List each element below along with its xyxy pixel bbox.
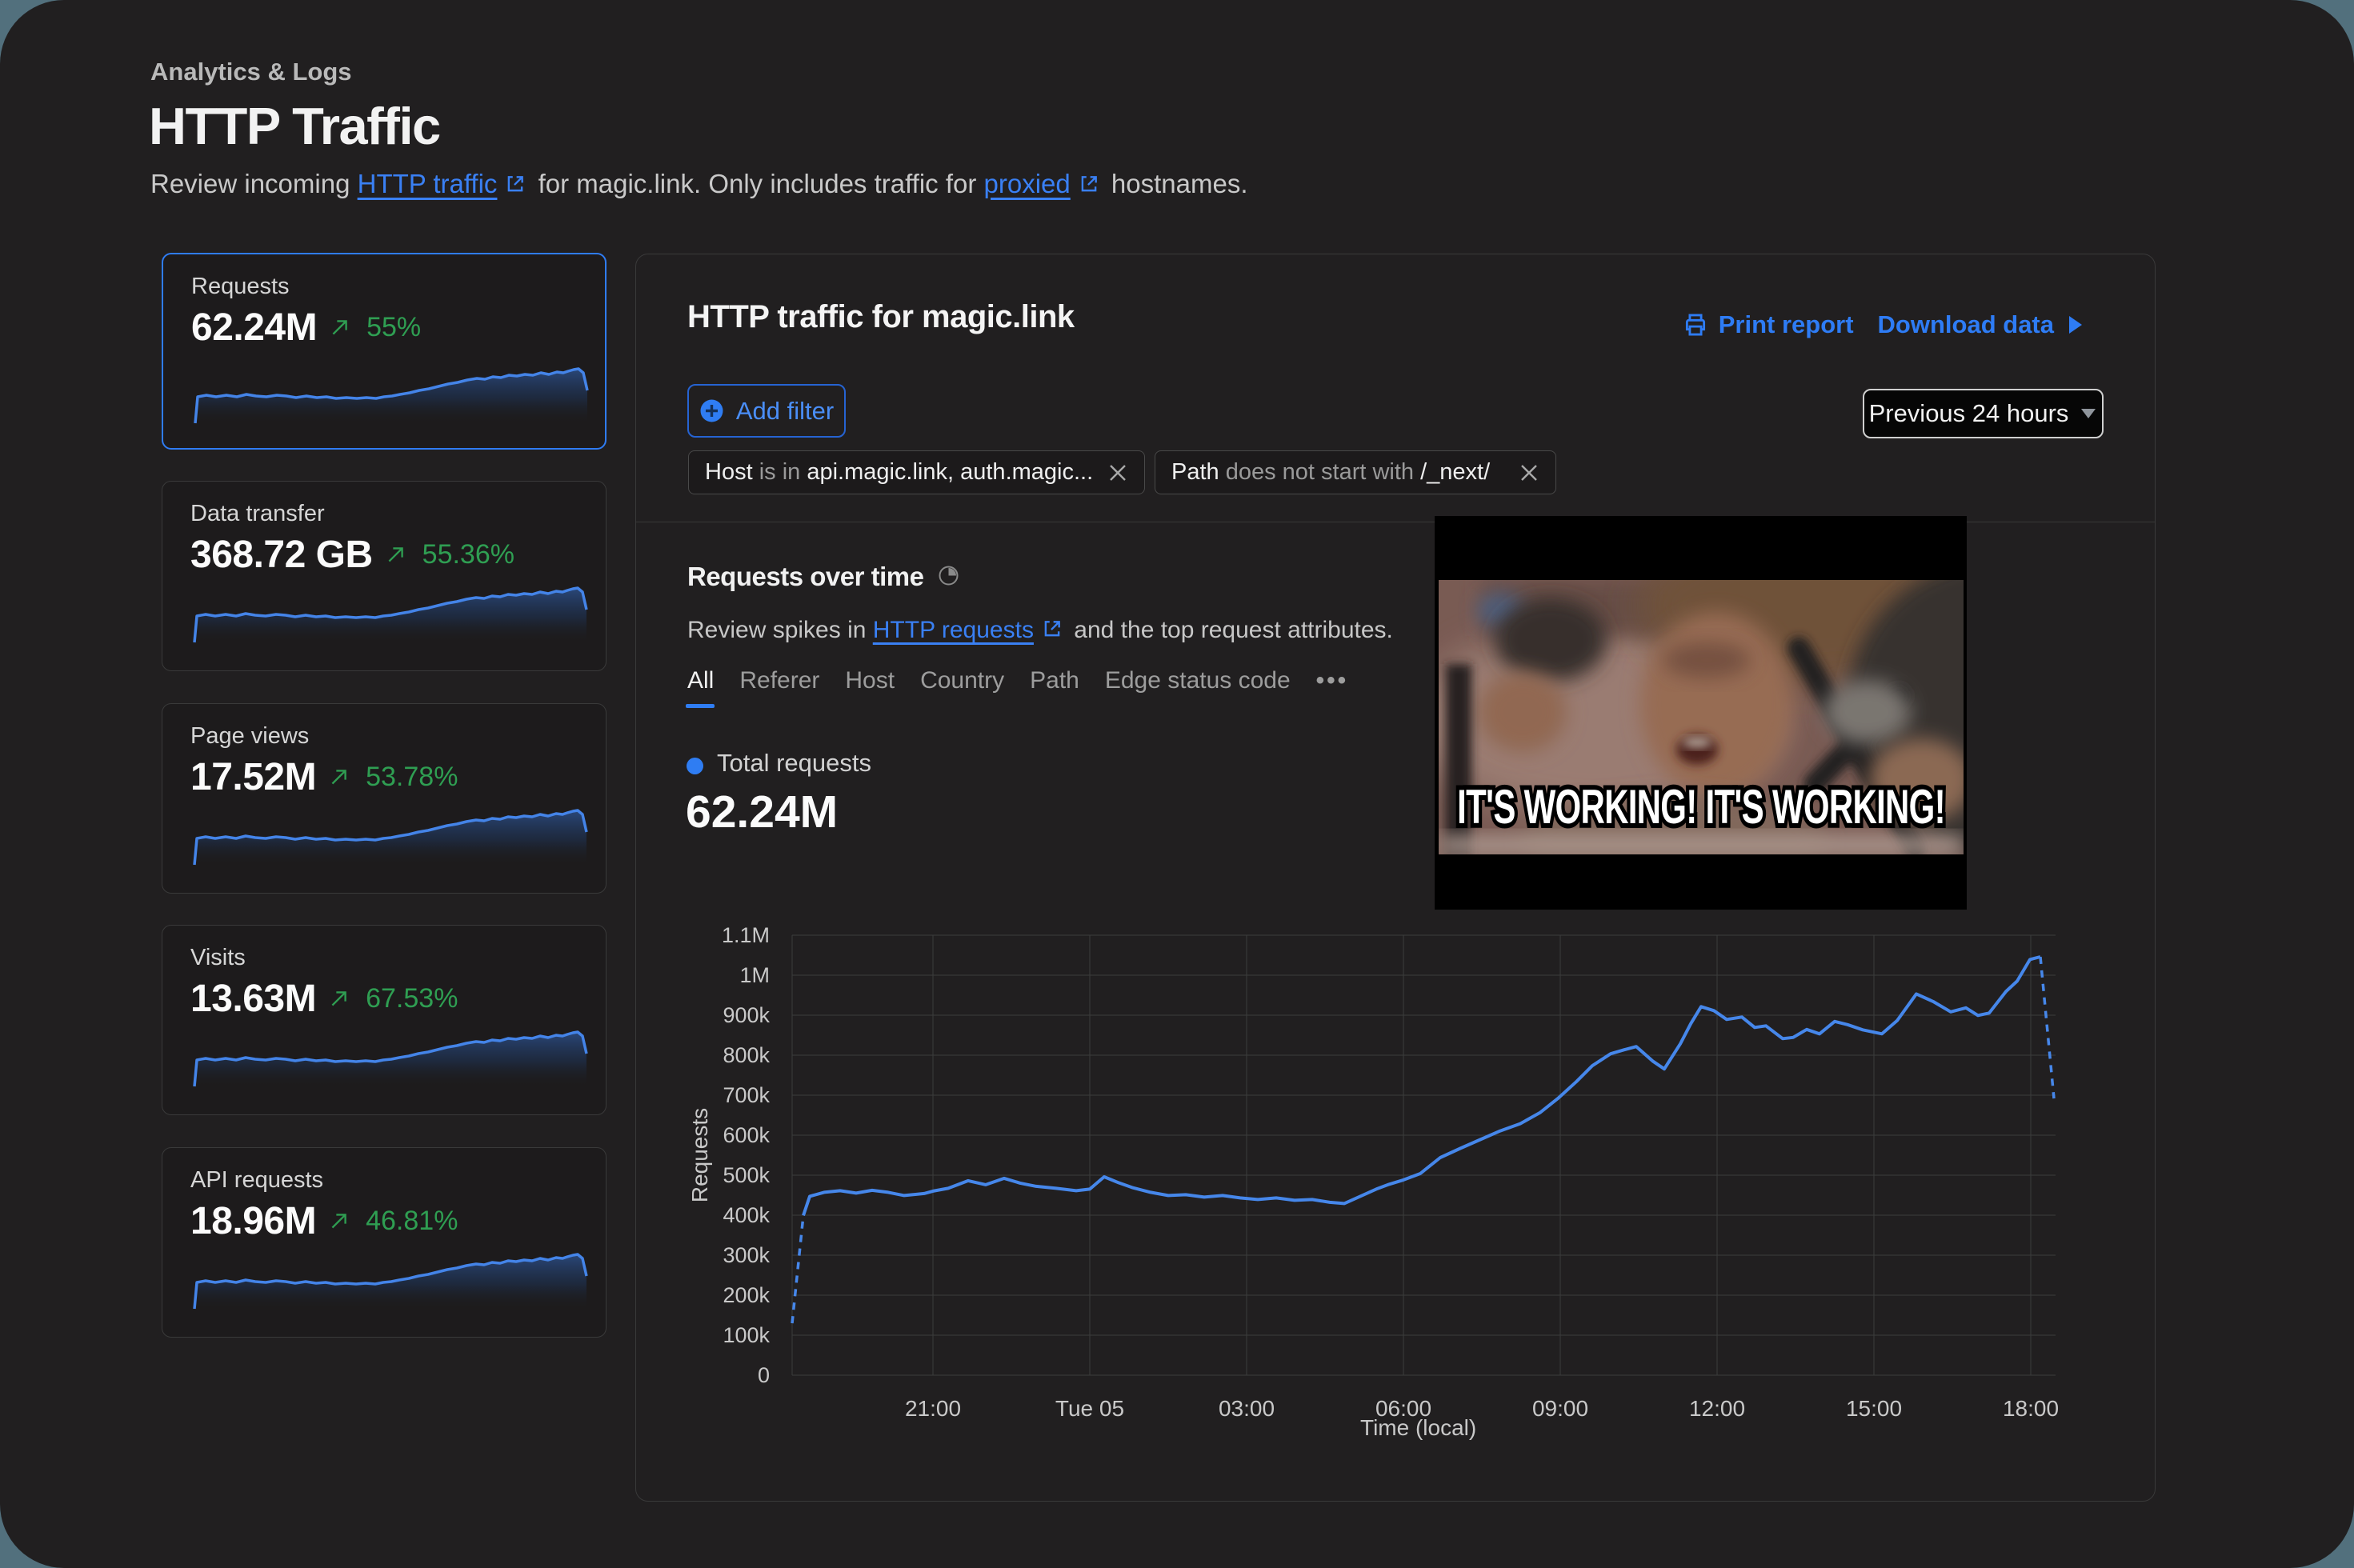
svg-text:IT'S WORKING! IT'S WORKING!: IT'S WORKING! IT'S WORKING! xyxy=(1457,780,1945,834)
